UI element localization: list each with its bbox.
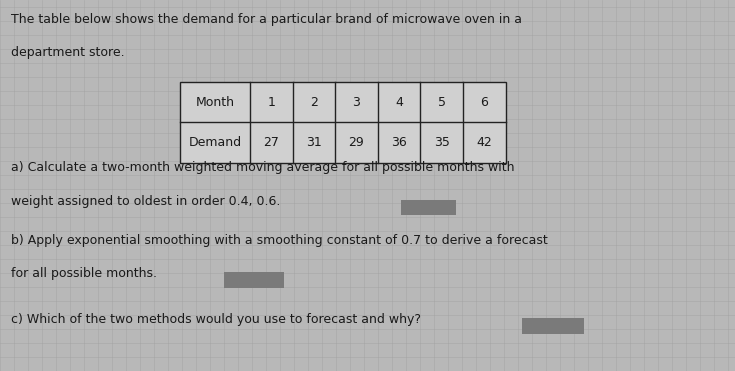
Text: 1: 1 xyxy=(268,95,275,109)
Bar xyxy=(522,318,584,334)
Text: 3: 3 xyxy=(353,95,360,109)
Bar xyxy=(224,272,284,288)
Text: The table below shows the demand for a particular brand of microwave oven in a: The table below shows the demand for a p… xyxy=(11,13,522,26)
Text: Demand: Demand xyxy=(188,136,242,150)
Text: 31: 31 xyxy=(306,136,322,150)
Text: 27: 27 xyxy=(263,136,279,150)
Text: c) Which of the two methods would you use to forecast and why?: c) Which of the two methods would you us… xyxy=(11,313,421,326)
Text: for all possible months.: for all possible months. xyxy=(11,267,157,280)
Text: 2: 2 xyxy=(310,95,318,109)
Text: department store.: department store. xyxy=(11,46,125,59)
Text: 4: 4 xyxy=(395,95,403,109)
Text: Month: Month xyxy=(196,95,234,109)
Bar xyxy=(401,200,456,215)
Text: 42: 42 xyxy=(476,136,492,150)
Text: 29: 29 xyxy=(348,136,365,150)
Bar xyxy=(180,82,506,163)
Text: a) Calculate a two-month weighted moving average for all possible months with: a) Calculate a two-month weighted moving… xyxy=(11,161,514,174)
Text: weight assigned to oldest in order 0.4, 0.6.: weight assigned to oldest in order 0.4, … xyxy=(11,195,280,208)
Bar xyxy=(180,82,506,163)
Text: 36: 36 xyxy=(391,136,407,150)
Text: b) Apply exponential smoothing with a smoothing constant of 0.7 to derive a fore: b) Apply exponential smoothing with a sm… xyxy=(11,234,548,247)
Text: 35: 35 xyxy=(434,136,450,150)
Text: 5: 5 xyxy=(438,95,445,109)
Text: 6: 6 xyxy=(481,95,488,109)
